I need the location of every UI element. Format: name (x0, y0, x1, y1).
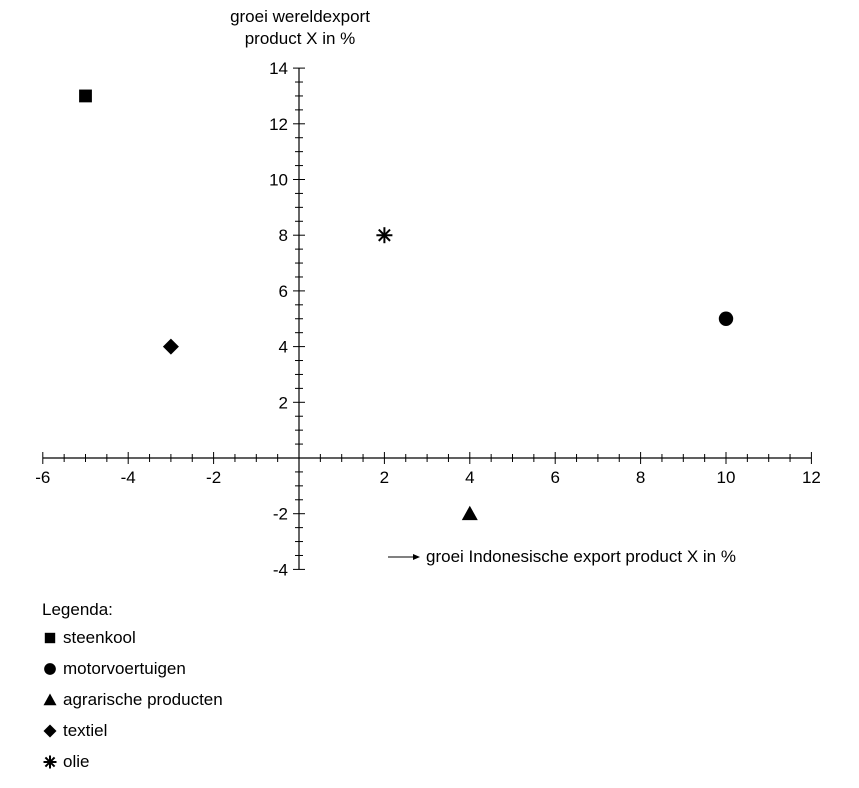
x-axis-label-text: groei Indonesische export product X in % (426, 547, 736, 566)
y-tick-label: 4 (279, 338, 288, 357)
y-tick-label: 2 (279, 393, 288, 412)
legend: Legenda: steenkool motorvoertuigen agraris… (42, 598, 223, 777)
y-tick-label: 6 (279, 282, 288, 301)
y-tick-label: 14 (269, 59, 288, 78)
legend-items: steenkool motorvoertuigen agrarische produ… (42, 622, 223, 777)
square-icon (44, 632, 56, 643)
x-tick-label: 10 (717, 468, 736, 487)
legend-label: motorvoertuigen (63, 659, 186, 678)
y-tick-label: 12 (269, 115, 288, 134)
legend-title: Legenda: (42, 600, 113, 619)
x-axis-label: groei Indonesische export product X in % (388, 547, 736, 567)
legend-item: motorvoertuigen (42, 653, 223, 684)
triangle-icon (43, 693, 57, 705)
point-motorvoertuigen (718, 311, 734, 326)
y-tick-label: -4 (273, 560, 288, 579)
legend-item: textiel (42, 715, 223, 746)
point-steenkool (79, 89, 92, 103)
y-axis-label-line2: product X in % (244, 29, 356, 48)
legend-label: agrarische producten (63, 690, 223, 709)
x-tick-label: 6 (550, 468, 559, 487)
legend-label: textiel (63, 721, 108, 740)
x-tick-label: 8 (636, 468, 645, 487)
legend-label: steenkool (63, 628, 136, 647)
circle-icon (44, 662, 56, 675)
diamond-icon (43, 724, 57, 737)
legend-item: steenkool (42, 622, 223, 653)
y-axis-label: groei wereldexport product X in % (200, 6, 400, 50)
y-tick-label: 10 (269, 171, 288, 190)
y-axis-label-line1: groei wereldexport (230, 7, 370, 26)
point-textiel (162, 338, 179, 355)
x-tick-label: 12 (802, 468, 821, 487)
x-tick-label: -6 (35, 468, 50, 487)
arrow-right-icon (388, 554, 420, 560)
legend-label: olie (63, 752, 90, 771)
legend-item: agrarische producten (42, 684, 223, 715)
x-tick-label: -4 (121, 468, 136, 487)
x-tick-label: 4 (465, 468, 474, 487)
asterisk-icon (43, 755, 57, 768)
point-olie (376, 227, 393, 244)
x-tick-label: 2 (380, 468, 389, 487)
legend-item: olie (42, 746, 223, 777)
x-tick-label: -2 (206, 468, 221, 487)
point-agrarische-producten (461, 505, 478, 521)
y-tick-label: 8 (279, 226, 288, 245)
y-tick-label: -2 (273, 505, 288, 524)
